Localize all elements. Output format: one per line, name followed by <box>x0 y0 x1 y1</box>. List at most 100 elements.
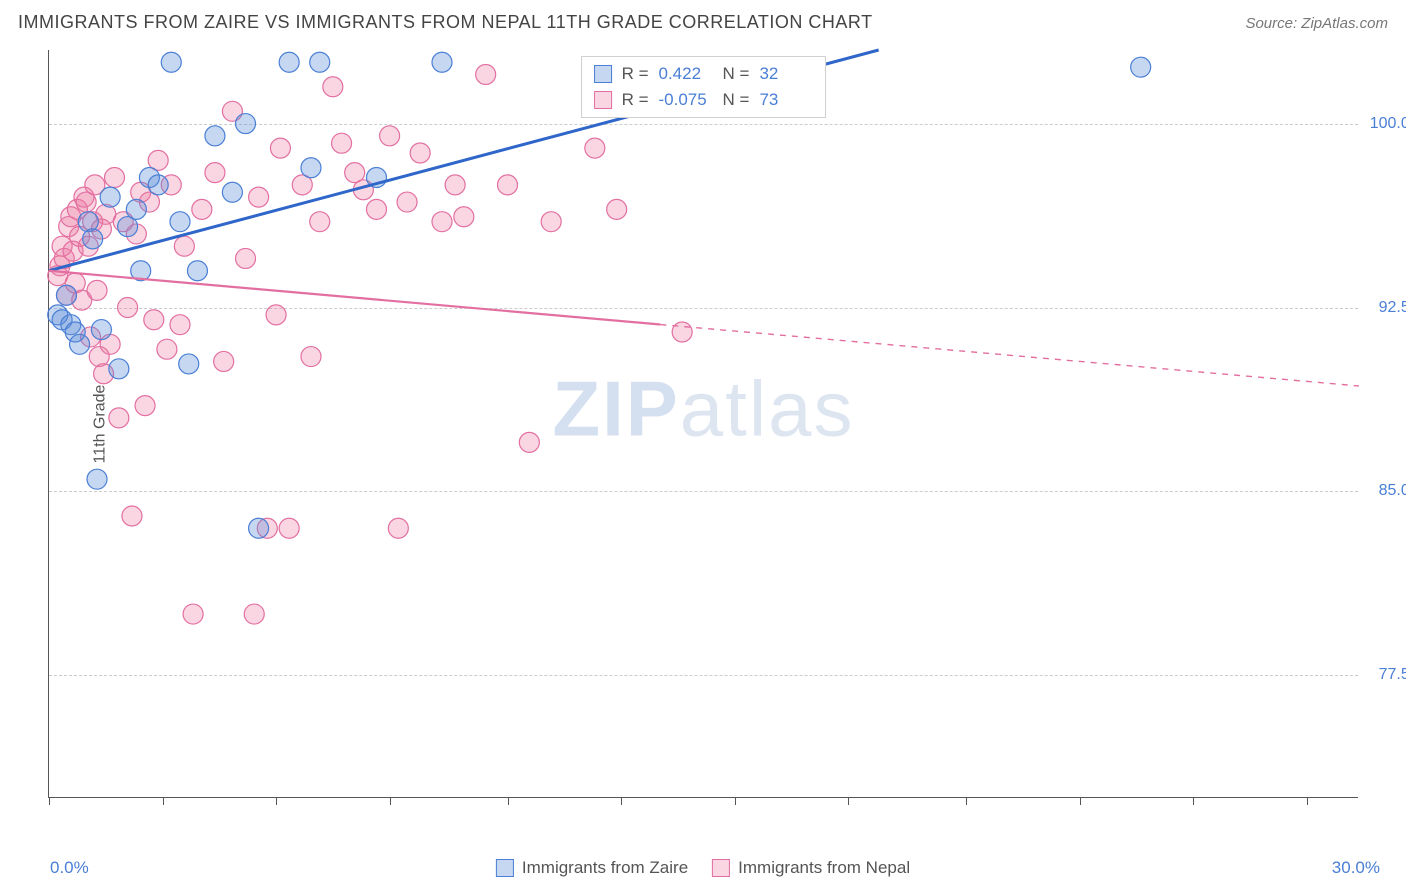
data-point-nepal <box>157 339 177 359</box>
data-point-nepal <box>135 396 155 416</box>
data-point-nepal <box>205 163 225 183</box>
x-axis-max-label: 30.0% <box>1332 858 1380 878</box>
data-point-nepal <box>519 432 539 452</box>
data-point-nepal <box>192 199 212 219</box>
x-tick <box>49 797 50 805</box>
data-point-zaire <box>279 52 299 72</box>
data-point-zaire <box>187 261 207 281</box>
x-tick <box>1080 797 1081 805</box>
r-label: R = <box>622 61 649 87</box>
data-point-nepal <box>122 506 142 526</box>
data-point-zaire <box>148 175 168 195</box>
data-point-zaire <box>236 114 256 134</box>
y-tick-label: 77.5% <box>1364 666 1406 684</box>
correlation-stats-box: R = 0.422 N = 32 R = -0.075 N = 73 <box>581 56 827 118</box>
legend-bottom: Immigrants from Zaire Immigrants from Ne… <box>496 858 910 878</box>
r-value-nepal: -0.075 <box>659 87 713 113</box>
y-tick-label: 85.0% <box>1364 482 1406 500</box>
data-point-zaire <box>70 334 90 354</box>
x-tick <box>621 797 622 805</box>
chart-title: IMMIGRANTS FROM ZAIRE VS IMMIGRANTS FROM… <box>18 12 873 33</box>
x-axis-min-label: 0.0% <box>50 858 89 878</box>
data-point-nepal <box>445 175 465 195</box>
data-point-nepal <box>301 347 321 367</box>
x-tick <box>848 797 849 805</box>
data-point-nepal <box>585 138 605 158</box>
source-attribution: Source: ZipAtlas.com <box>1245 15 1388 32</box>
swatch-pink-icon <box>712 859 730 877</box>
data-point-zaire <box>56 285 76 305</box>
data-point-zaire <box>179 354 199 374</box>
data-point-zaire <box>91 320 111 340</box>
x-tick <box>966 797 967 805</box>
data-point-nepal <box>249 187 269 207</box>
r-value-zaire: 0.422 <box>659 61 713 87</box>
data-point-nepal <box>266 305 286 325</box>
data-point-nepal <box>109 408 129 428</box>
data-point-zaire <box>301 158 321 178</box>
x-tick <box>163 797 164 805</box>
x-tick <box>1307 797 1308 805</box>
swatch-blue-icon <box>496 859 514 877</box>
data-point-zaire <box>222 182 242 202</box>
data-point-nepal <box>380 126 400 146</box>
regression-line-nepal <box>49 271 660 325</box>
data-point-nepal <box>367 199 387 219</box>
n-value-nepal: 73 <box>759 87 813 113</box>
data-point-nepal <box>87 280 107 300</box>
data-point-nepal <box>244 604 264 624</box>
data-point-nepal <box>236 248 256 268</box>
data-point-nepal <box>607 199 627 219</box>
data-point-zaire <box>109 359 129 379</box>
x-tick <box>1193 797 1194 805</box>
chart-plot-area: 11th Grade 77.5%85.0%92.5%100.0% ZIPatla… <box>48 50 1358 798</box>
legend-label: Immigrants from Zaire <box>522 858 688 878</box>
data-point-zaire <box>432 52 452 72</box>
data-point-nepal <box>323 77 343 97</box>
data-point-zaire <box>1131 57 1151 77</box>
legend-item-nepal: Immigrants from Nepal <box>712 858 910 878</box>
data-point-zaire <box>170 212 190 232</box>
r-label: R = <box>622 87 649 113</box>
stats-row-zaire: R = 0.422 N = 32 <box>594 61 814 87</box>
regression-line-dashed-nepal <box>660 325 1359 386</box>
data-point-nepal <box>476 65 496 85</box>
x-tick <box>735 797 736 805</box>
data-point-nepal <box>170 315 190 335</box>
data-point-nepal <box>672 322 692 342</box>
y-tick-label: 100.0% <box>1364 115 1406 133</box>
stats-row-nepal: R = -0.075 N = 73 <box>594 87 814 113</box>
data-point-nepal <box>214 351 234 371</box>
data-point-zaire <box>100 187 120 207</box>
data-point-nepal <box>388 518 408 538</box>
data-point-zaire <box>205 126 225 146</box>
n-value-zaire: 32 <box>759 61 813 87</box>
data-point-nepal <box>310 212 330 232</box>
data-point-zaire <box>161 52 181 72</box>
x-tick <box>508 797 509 805</box>
data-point-nepal <box>105 168 125 188</box>
data-point-nepal <box>118 298 138 318</box>
data-point-nepal <box>174 236 194 256</box>
data-point-zaire <box>126 199 146 219</box>
y-tick-label: 92.5% <box>1364 299 1406 317</box>
data-point-zaire <box>310 52 330 72</box>
data-point-nepal <box>498 175 518 195</box>
legend-label: Immigrants from Nepal <box>738 858 910 878</box>
data-point-nepal <box>397 192 417 212</box>
data-point-nepal <box>144 310 164 330</box>
x-tick <box>390 797 391 805</box>
data-point-nepal <box>454 207 474 227</box>
data-point-nepal <box>432 212 452 232</box>
data-point-nepal <box>279 518 299 538</box>
data-point-zaire <box>83 229 103 249</box>
swatch-blue-icon <box>594 65 612 83</box>
scatter-svg <box>49 50 1359 798</box>
data-point-nepal <box>541 212 561 232</box>
data-point-nepal <box>332 133 352 153</box>
n-label: N = <box>723 87 750 113</box>
n-label: N = <box>723 61 750 87</box>
data-point-zaire <box>249 518 269 538</box>
data-point-zaire <box>87 469 107 489</box>
legend-item-zaire: Immigrants from Zaire <box>496 858 688 878</box>
